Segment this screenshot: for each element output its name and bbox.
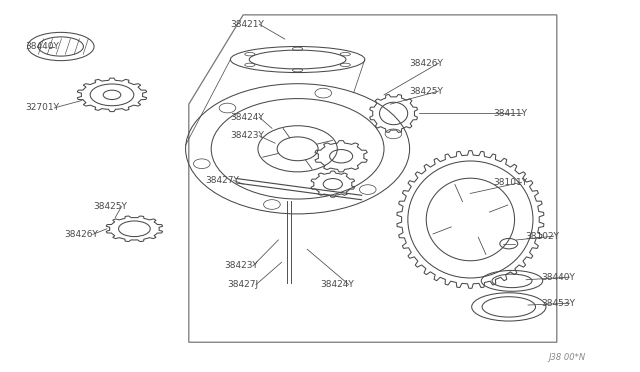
- Text: J38 00*N: J38 00*N: [548, 353, 586, 362]
- Text: 38102Y: 38102Y: [525, 232, 559, 241]
- Text: 38421Y: 38421Y: [230, 20, 264, 29]
- Text: 38426Y: 38426Y: [410, 59, 444, 68]
- Text: 38440Y: 38440Y: [26, 42, 60, 51]
- Text: 38411Y: 38411Y: [493, 109, 527, 118]
- Text: 32701Y: 32701Y: [26, 103, 60, 112]
- Text: 38101Y: 38101Y: [493, 178, 527, 187]
- Text: 38426Y: 38426Y: [64, 230, 98, 239]
- Text: 38423Y: 38423Y: [230, 131, 264, 140]
- Text: 38425Y: 38425Y: [93, 202, 127, 211]
- Text: 38427J: 38427J: [227, 280, 259, 289]
- Text: 38440Y: 38440Y: [541, 273, 575, 282]
- Text: 38423Y: 38423Y: [224, 262, 258, 270]
- Text: 38424Y: 38424Y: [230, 113, 264, 122]
- Text: 38425Y: 38425Y: [410, 87, 444, 96]
- Text: 38427Y: 38427Y: [205, 176, 239, 185]
- Text: 38424Y: 38424Y: [320, 280, 354, 289]
- Text: 38453Y: 38453Y: [541, 299, 575, 308]
